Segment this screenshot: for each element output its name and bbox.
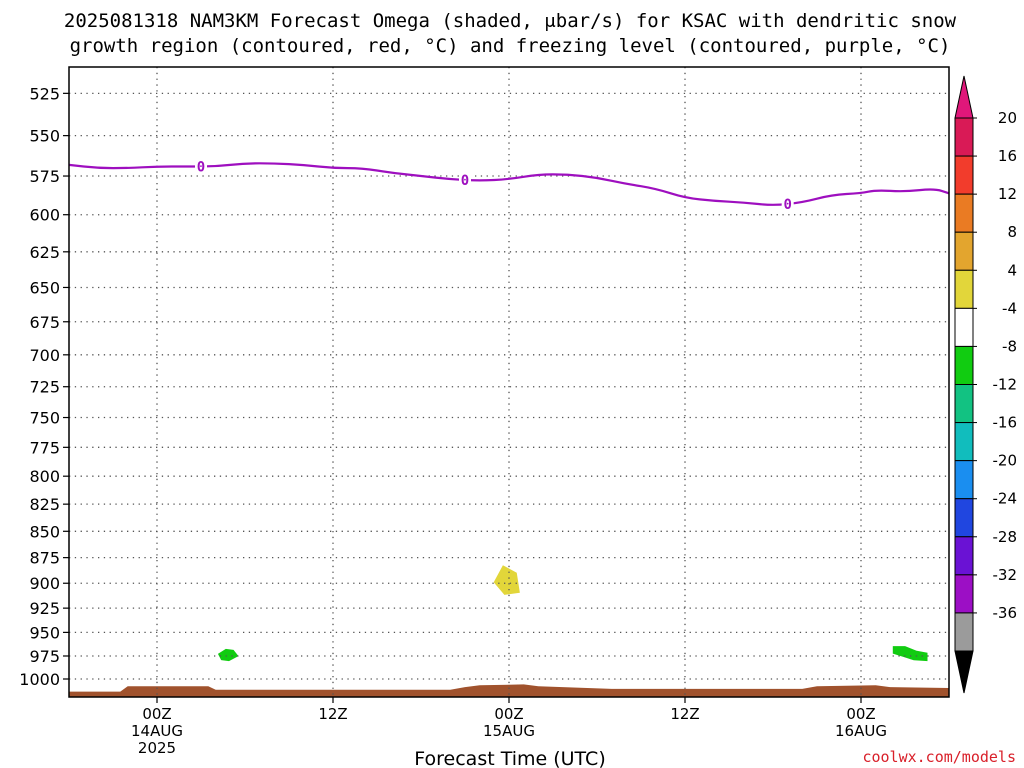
y-tick-label-550: 550: [29, 127, 60, 146]
omega-area-1: [493, 565, 520, 595]
colorbar-segment-5: [954, 269, 974, 309]
y-tick-label-775: 775: [29, 438, 60, 457]
terrain-surface: [69, 684, 949, 697]
plot-area: 0 0 0: [68, 66, 950, 698]
omega-area-2: [217, 648, 239, 662]
x-tick-label-0-2: 2025: [138, 739, 176, 757]
colorbar-segment-8: [954, 384, 974, 424]
colorbar-segment-6: [954, 307, 974, 347]
y-tick-label-750: 750: [29, 409, 60, 428]
colorbar-segment-11: [954, 498, 974, 538]
terrain-layer: [69, 684, 949, 697]
colorbar-label-13: -32: [993, 566, 1018, 584]
y-tick-label-700: 700: [29, 346, 60, 365]
omega-area-3: [892, 646, 928, 662]
y-tick-label-625: 625: [29, 243, 60, 262]
freezing-level-label-3: 0: [783, 197, 791, 213]
y-tick-label-950: 950: [29, 623, 60, 642]
colorbar-label-14: -36: [993, 604, 1018, 622]
y-tick-label-825: 825: [29, 495, 60, 514]
y-tick-label-800: 800: [29, 467, 60, 486]
x-tick-label-12-0: 12Z: [318, 705, 347, 723]
colorbar-label-11: -24: [993, 490, 1018, 508]
y-tick-label-850: 850: [29, 522, 60, 541]
colorbar-segment-9: [954, 422, 974, 462]
colorbar-label-10: -20: [993, 452, 1018, 470]
colorbar-label-5: 4: [1007, 261, 1017, 279]
freezing-label-bg-1: [195, 158, 207, 175]
y-tick-label-600: 600: [29, 206, 60, 225]
colorbar-label-6: -4: [1002, 299, 1017, 317]
colorbar-label-3: 12: [998, 185, 1017, 203]
omega-shading-layer: [217, 565, 928, 662]
x-tick-label-36-0: 12Z: [670, 705, 699, 723]
colorbar-label-1: 20: [998, 109, 1017, 127]
freezing-label-bg-3: [781, 196, 794, 213]
y-tick-label-725: 725: [29, 378, 60, 397]
x-tick-label-0-0: 00Z: [142, 705, 171, 723]
colorbar-segment-3: [954, 193, 974, 233]
colorbar-label-7: -8: [1002, 337, 1017, 355]
y-tick-label-1000: 1000: [19, 670, 60, 689]
colorbar-label-12: -28: [993, 528, 1018, 546]
y-tick-label-650: 650: [29, 278, 60, 297]
colorbar-over-arrow: [954, 75, 974, 119]
chart-title-line-1: 2025081318 NAM3KM Forecast Omega (shaded…: [64, 10, 957, 32]
colorbar-segment-12: [954, 536, 974, 576]
x-tick-label-48-1: 16AUG: [835, 722, 887, 740]
x-tick-label-0-1: 14AUG: [131, 722, 183, 740]
y-tick-label-525: 525: [29, 84, 60, 103]
x-tick-label-24-1: 15AUG: [483, 722, 535, 740]
grid-layer: [69, 67, 949, 697]
y-tick-label-675: 675: [29, 313, 60, 332]
freezing-level-label-1: 0: [197, 159, 205, 175]
colorbar-label-9: -16: [993, 414, 1018, 432]
freezing-level-layer: 0 0 0: [68, 158, 950, 213]
y-tick-label-925: 925: [29, 599, 60, 618]
chart-title-line-2: growth region (contoured, red, °C) and f…: [70, 35, 951, 57]
y-axis: 525 550 575 600 625 650 675 700 725 750 775 800 825 8…: [19, 84, 69, 689]
colorbar-segment-4: [954, 231, 974, 271]
colorbar-segment-7: [954, 345, 974, 385]
credit-text: coolwx.com/models: [862, 748, 1016, 766]
freezing-label-bg-2: [459, 171, 471, 188]
colorbar: 20 16 12 8 4 -4 -8 -12 -16 -20 -24 -28 -32 -36: [954, 75, 1018, 694]
y-tick-label-975: 975: [29, 647, 60, 666]
y-tick-label-575: 575: [29, 167, 60, 186]
x-axis-title: Forecast Time (UTC): [414, 748, 605, 768]
x-tick-label-24-0: 00Z: [494, 705, 523, 723]
y-tick-label-875: 875: [29, 549, 60, 568]
colorbar-label-2: 16: [998, 147, 1017, 165]
freezing-level-label-2: 0: [461, 173, 469, 189]
colorbar-segment-1: [954, 117, 974, 157]
colorbar-segment-2: [954, 155, 974, 195]
y-tick-label-900: 900: [29, 574, 60, 593]
colorbar-segment-10: [954, 460, 974, 500]
colorbar-segment-13: [954, 574, 974, 614]
colorbar-label-8: -12: [993, 376, 1018, 394]
colorbar-label-4: 8: [1007, 223, 1017, 241]
x-tick-label-48-0: 00Z: [846, 705, 875, 723]
colorbar-under-arrow: [954, 650, 974, 694]
colorbar-segment-14: [954, 612, 974, 652]
